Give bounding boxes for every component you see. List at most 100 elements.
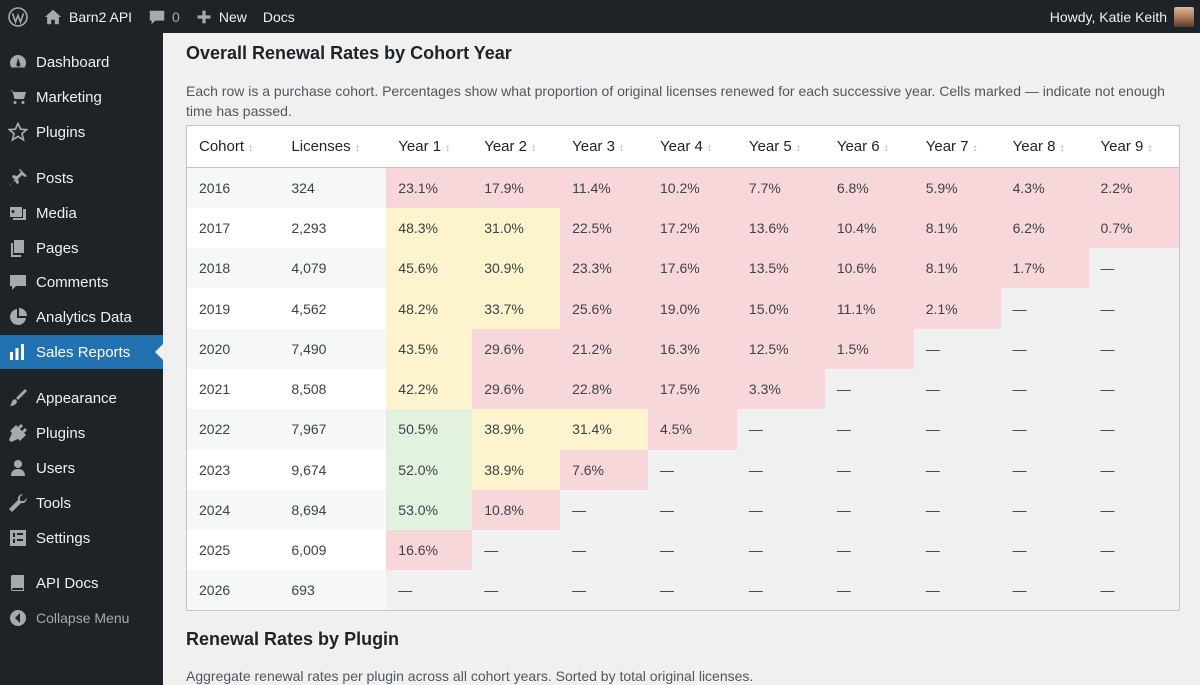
column-header-licenses[interactable]: Licenses ↕ — [279, 125, 387, 168]
renewal-rate-cell: 48.3% — [386, 207, 473, 249]
renewal-rate-cell: — — [913, 409, 1001, 450]
renewal-rate-cell: 17.9% — [472, 167, 561, 208]
renewal-rate-cell: — — [648, 489, 737, 531]
column-header-year-6[interactable]: Year 6 ↕ — [824, 125, 914, 168]
licenses-cell: 2,293 — [279, 207, 387, 249]
menu-item-api-docs[interactable]: API Docs — [0, 566, 163, 600]
renewal-rate-cell: — — [386, 570, 473, 611]
renewal-rate-cell: 11.4% — [560, 167, 648, 208]
plugin-section-description: Aggregate renewal rates per plugin acros… — [186, 668, 754, 684]
renewal-rate-cell: 38.9% — [472, 449, 561, 490]
menu-label: Comments — [36, 273, 109, 291]
collapse-icon — [0, 608, 36, 628]
column-header-cohort[interactable]: Cohort ↕ — [186, 125, 280, 168]
menu-label: Sales Reports — [36, 343, 131, 361]
renewal-rate-cell: — — [824, 570, 914, 611]
admin-sidebar: Dashboard Marketing Plugins Posts Media … — [0, 33, 163, 685]
pie-chart-icon — [0, 307, 36, 327]
menu-item-appearance[interactable]: Appearance — [0, 381, 163, 415]
sort-icon: ↕ — [618, 143, 624, 154]
renewal-rate-cell: — — [824, 489, 914, 531]
comments-count: 0 — [172, 8, 180, 25]
cohort-cell: 2023 — [186, 449, 280, 490]
new-content-link[interactable]: New — [188, 0, 255, 33]
licenses-cell: 693 — [279, 570, 387, 611]
admin-bar: Barn2 API 0 New Docs Howdy, Katie Keith — [0, 0, 1200, 33]
wordpress-logo-icon[interactable] — [0, 0, 36, 33]
renewal-rate-cell: 50.5% — [386, 409, 473, 450]
menu-item-posts[interactable]: Posts — [0, 161, 163, 195]
menu-item-tools[interactable]: Tools — [0, 486, 163, 520]
menu-item-analytics-data[interactable]: Analytics Data — [0, 300, 163, 334]
sort-icon: ↕ — [445, 143, 451, 154]
renewal-rate-cell: 17.6% — [648, 248, 737, 289]
menu-item-dashboard[interactable]: Dashboard — [0, 45, 163, 79]
renewal-rate-cell: 33.7% — [472, 288, 561, 329]
renewal-rate-cell: — — [824, 409, 914, 450]
sort-icon: ↕ — [1059, 143, 1065, 154]
pin-icon — [0, 168, 36, 188]
docs-link[interactable]: Docs — [255, 0, 303, 33]
cohort-cell: 2018 — [186, 248, 280, 289]
licenses-cell: 324 — [279, 167, 387, 208]
renewal-rate-cell: 4.5% — [648, 409, 737, 450]
media-icon — [0, 203, 36, 223]
column-header-year-7[interactable]: Year 7 ↕ — [913, 125, 1001, 168]
renewal-rate-cell: — — [1000, 530, 1089, 571]
menu-item-pages[interactable]: Pages — [0, 231, 163, 265]
renewal-rate-cell: 12.5% — [736, 328, 825, 369]
renewal-rate-cell: 6.2% — [1000, 207, 1089, 249]
plugin-section-title: Renewal Rates by Plugin — [186, 629, 400, 649]
column-header-year-8[interactable]: Year 8 ↕ — [1000, 125, 1089, 168]
my-account-link[interactable]: Howdy, Katie Keith — [1042, 0, 1200, 33]
sort-icon: ↕ — [972, 143, 978, 154]
sort-icon: ↕ — [248, 143, 254, 154]
menu-label: Posts — [36, 169, 74, 187]
site-name-link[interactable]: Barn2 API — [36, 0, 140, 33]
menu-label: Appearance — [36, 389, 117, 407]
menu-item-comments[interactable]: Comments — [0, 265, 163, 299]
user-icon — [0, 458, 36, 478]
bar-chart-icon — [0, 342, 36, 362]
menu-item-plugins-top[interactable]: Plugins — [0, 115, 163, 149]
renewal-rate-cell: 25.6% — [560, 288, 648, 329]
renewal-rate-cell: — — [824, 449, 914, 490]
column-header-year-4[interactable]: Year 4 ↕ — [648, 125, 737, 168]
column-header-year-9[interactable]: Year 9 ↕ — [1088, 125, 1180, 168]
renewal-rate-cell: 15.0% — [736, 288, 825, 329]
menu-item-users[interactable]: Users — [0, 451, 163, 485]
menu-item-media[interactable]: Media — [0, 196, 163, 230]
renewal-rate-cell: 43.5% — [386, 328, 473, 369]
renewal-rate-cell: — — [1088, 530, 1180, 571]
renewal-rate-cell: 2.2% — [1088, 167, 1180, 208]
renewal-rate-cell: — — [913, 530, 1001, 571]
menu-item-marketing[interactable]: Marketing — [0, 80, 163, 114]
renewal-rate-cell: 4.3% — [1000, 167, 1089, 208]
renewal-rate-cell: — — [913, 489, 1001, 531]
table-row: 2023 9,674 52.0% 38.9% 7.6% — — — — — — — [186, 449, 1180, 490]
renewal-rate-cell: 8.1% — [913, 207, 1001, 249]
renewal-rate-cell: — — [1000, 409, 1089, 450]
cohort-section-title: Overall Renewal Rates by Cohort Year — [186, 43, 512, 63]
renewal-rate-cell: 2.1% — [913, 288, 1001, 329]
menu-item-sales-reports[interactable]: Sales Reports — [0, 335, 163, 369]
column-header-year-5[interactable]: Year 5 ↕ — [736, 125, 825, 168]
renewal-rate-cell: — — [1000, 288, 1089, 329]
home-icon — [44, 8, 62, 26]
menu-item-settings[interactable]: Settings — [0, 521, 163, 555]
sort-icon: ↕ — [883, 143, 889, 154]
renewal-rate-cell: 10.2% — [648, 167, 737, 208]
menu-item-plugins[interactable]: Plugins — [0, 416, 163, 450]
renewal-rate-cell: 10.4% — [824, 207, 914, 249]
menu-label: API Docs — [36, 574, 99, 592]
renewal-rate-cell: — — [1000, 570, 1089, 611]
renewal-rate-cell: 23.3% — [560, 248, 648, 289]
collapse-menu-button[interactable]: Collapse Menu — [0, 601, 163, 635]
column-header-year-2[interactable]: Year 2 ↕ — [472, 125, 561, 168]
licenses-cell: 7,490 — [279, 328, 387, 369]
menu-label: Collapse Menu — [36, 610, 130, 626]
site-name: Barn2 API — [69, 8, 133, 25]
column-header-year-3[interactable]: Year 3 ↕ — [560, 125, 648, 168]
column-header-year-1[interactable]: Year 1 ↕ — [386, 125, 473, 168]
comments-link[interactable]: 0 — [140, 0, 188, 33]
